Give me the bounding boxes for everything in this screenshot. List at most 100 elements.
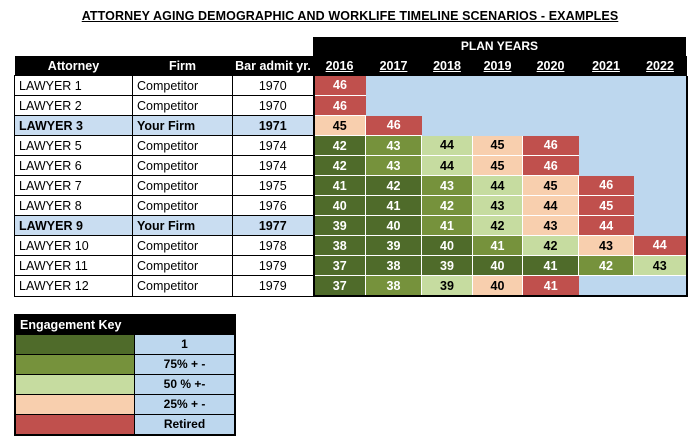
bar-admit-cell: 1970 bbox=[232, 75, 314, 96]
age-cell: 44 bbox=[522, 195, 579, 216]
age-cell: 44 bbox=[421, 135, 473, 156]
age-cell: 40 bbox=[421, 235, 473, 256]
age-cell: 45 bbox=[312, 115, 366, 136]
age-cell: 46 bbox=[365, 115, 422, 136]
empty-cell bbox=[472, 115, 523, 136]
engagement-swatch bbox=[16, 395, 135, 414]
age-cell: 42 bbox=[365, 175, 422, 196]
empty-cell bbox=[578, 75, 634, 96]
table-body: LAWYER 1 Competitor 1970 46 LAWYER 2 Competit… bbox=[14, 75, 688, 297]
empty-cell bbox=[633, 95, 688, 116]
attorney-name-cell: LAWYER 2 bbox=[14, 95, 133, 116]
empty-cell bbox=[633, 175, 688, 196]
age-cell: 39 bbox=[421, 275, 473, 297]
bar-admit-cell: 1970 bbox=[232, 95, 314, 116]
table-row: LAWYER 8 Competitor 1976 40 41 42 43 44 45 bbox=[14, 195, 688, 216]
age-cell: 40 bbox=[312, 195, 366, 216]
empty-cell bbox=[522, 75, 579, 96]
age-cell: 42 bbox=[312, 155, 366, 176]
engagement-label: 75% + - bbox=[135, 355, 234, 374]
age-cell: 46 bbox=[578, 175, 634, 196]
attorney-name-cell: LAWYER 12 bbox=[14, 275, 133, 297]
empty-cell bbox=[421, 95, 473, 116]
col-header-year: 2017 bbox=[365, 56, 422, 76]
col-header-attorney: Attorney bbox=[14, 56, 133, 76]
engagement-label: 50 % +- bbox=[135, 375, 234, 394]
empty-cell bbox=[472, 75, 523, 96]
age-cell: 46 bbox=[312, 75, 366, 96]
bar-admit-cell: 1979 bbox=[232, 255, 314, 276]
bar-admit-cell: 1971 bbox=[232, 115, 314, 136]
age-cell: 41 bbox=[472, 235, 523, 256]
engagement-key: Engagement Key 1 75% + -50 % +- 25% + - Ret… bbox=[14, 314, 236, 436]
age-cell: 45 bbox=[578, 195, 634, 216]
empty-cell bbox=[365, 95, 422, 116]
attorney-name-cell: LAWYER 3 bbox=[14, 115, 133, 136]
age-cell: 43 bbox=[365, 135, 422, 156]
timeline-table: Attorney Firm Bar admit yr. 2016 2017 20… bbox=[14, 56, 688, 297]
age-cell: 37 bbox=[312, 255, 366, 276]
engagement-key-row: 50 % +- bbox=[16, 374, 234, 394]
age-cell: 43 bbox=[472, 195, 523, 216]
age-cell: 42 bbox=[421, 195, 473, 216]
col-header-firm: Firm bbox=[132, 56, 233, 76]
age-cell: 41 bbox=[312, 175, 366, 196]
engagement-key-rows: 1 75% + -50 % +- 25% + - Retired bbox=[16, 334, 234, 434]
engagement-key-row: 75% + - bbox=[16, 354, 234, 374]
age-cell: 41 bbox=[365, 195, 422, 216]
empty-cell bbox=[633, 275, 688, 297]
table-row: LAWYER 5 Competitor 1974 42 43 44 45 46 bbox=[14, 135, 688, 156]
age-cell: 44 bbox=[472, 175, 523, 196]
firm-cell: Your Firm bbox=[132, 215, 233, 236]
firm-cell: Competitor bbox=[132, 235, 233, 256]
engagement-label: 1 bbox=[135, 335, 234, 354]
bar-admit-cell: 1974 bbox=[232, 135, 314, 156]
age-cell: 40 bbox=[472, 275, 523, 297]
empty-cell bbox=[633, 115, 688, 136]
age-cell: 45 bbox=[472, 135, 523, 156]
firm-cell: Competitor bbox=[132, 175, 233, 196]
plan-years-header: PLAN YEARS bbox=[313, 37, 686, 56]
empty-cell bbox=[578, 155, 634, 176]
table-row: LAWYER 12 Competitor 1979 37 38 39 40 41 bbox=[14, 275, 688, 297]
age-cell: 42 bbox=[522, 235, 579, 256]
table-row: LAWYER 7 Competitor 1975 41 42 43 44 45 46 bbox=[14, 175, 688, 196]
header-row: Attorney Firm Bar admit yr. 2016 2017 20… bbox=[14, 56, 687, 76]
col-header-year: 2021 bbox=[578, 56, 634, 76]
age-cell: 44 bbox=[633, 235, 688, 256]
age-cell: 43 bbox=[421, 175, 473, 196]
age-cell: 46 bbox=[522, 135, 579, 156]
engagement-label: Retired bbox=[135, 415, 234, 434]
empty-cell bbox=[522, 115, 579, 136]
col-header-year: 2019 bbox=[472, 56, 523, 76]
engagement-swatch bbox=[16, 415, 135, 434]
empty-cell bbox=[421, 115, 473, 136]
age-cell: 38 bbox=[365, 255, 422, 276]
bar-admit-cell: 1976 bbox=[232, 195, 314, 216]
age-cell: 41 bbox=[421, 215, 473, 236]
firm-cell: Competitor bbox=[132, 155, 233, 176]
engagement-swatch bbox=[16, 355, 135, 374]
empty-cell bbox=[578, 95, 634, 116]
age-cell: 42 bbox=[472, 215, 523, 236]
age-cell: 37 bbox=[312, 275, 366, 297]
age-cell: 43 bbox=[365, 155, 422, 176]
attorney-name-cell: LAWYER 8 bbox=[14, 195, 133, 216]
bar-admit-cell: 1979 bbox=[232, 275, 314, 297]
age-cell: 39 bbox=[312, 215, 366, 236]
empty-cell bbox=[365, 75, 422, 96]
empty-cell bbox=[578, 275, 634, 297]
age-cell: 43 bbox=[578, 235, 634, 256]
col-header-year: 2016 bbox=[313, 56, 366, 76]
age-cell: 39 bbox=[421, 255, 473, 276]
engagement-key-row: 1 bbox=[16, 334, 234, 354]
empty-cell bbox=[633, 135, 688, 156]
empty-cell bbox=[633, 155, 688, 176]
table-row: LAWYER 1 Competitor 1970 46 bbox=[14, 75, 688, 96]
age-cell: 38 bbox=[312, 235, 366, 256]
firm-cell: Competitor bbox=[132, 135, 233, 156]
bar-admit-cell: 1977 bbox=[232, 215, 314, 236]
empty-cell bbox=[522, 95, 579, 116]
empty-cell bbox=[421, 75, 473, 96]
engagement-swatch bbox=[16, 335, 135, 354]
